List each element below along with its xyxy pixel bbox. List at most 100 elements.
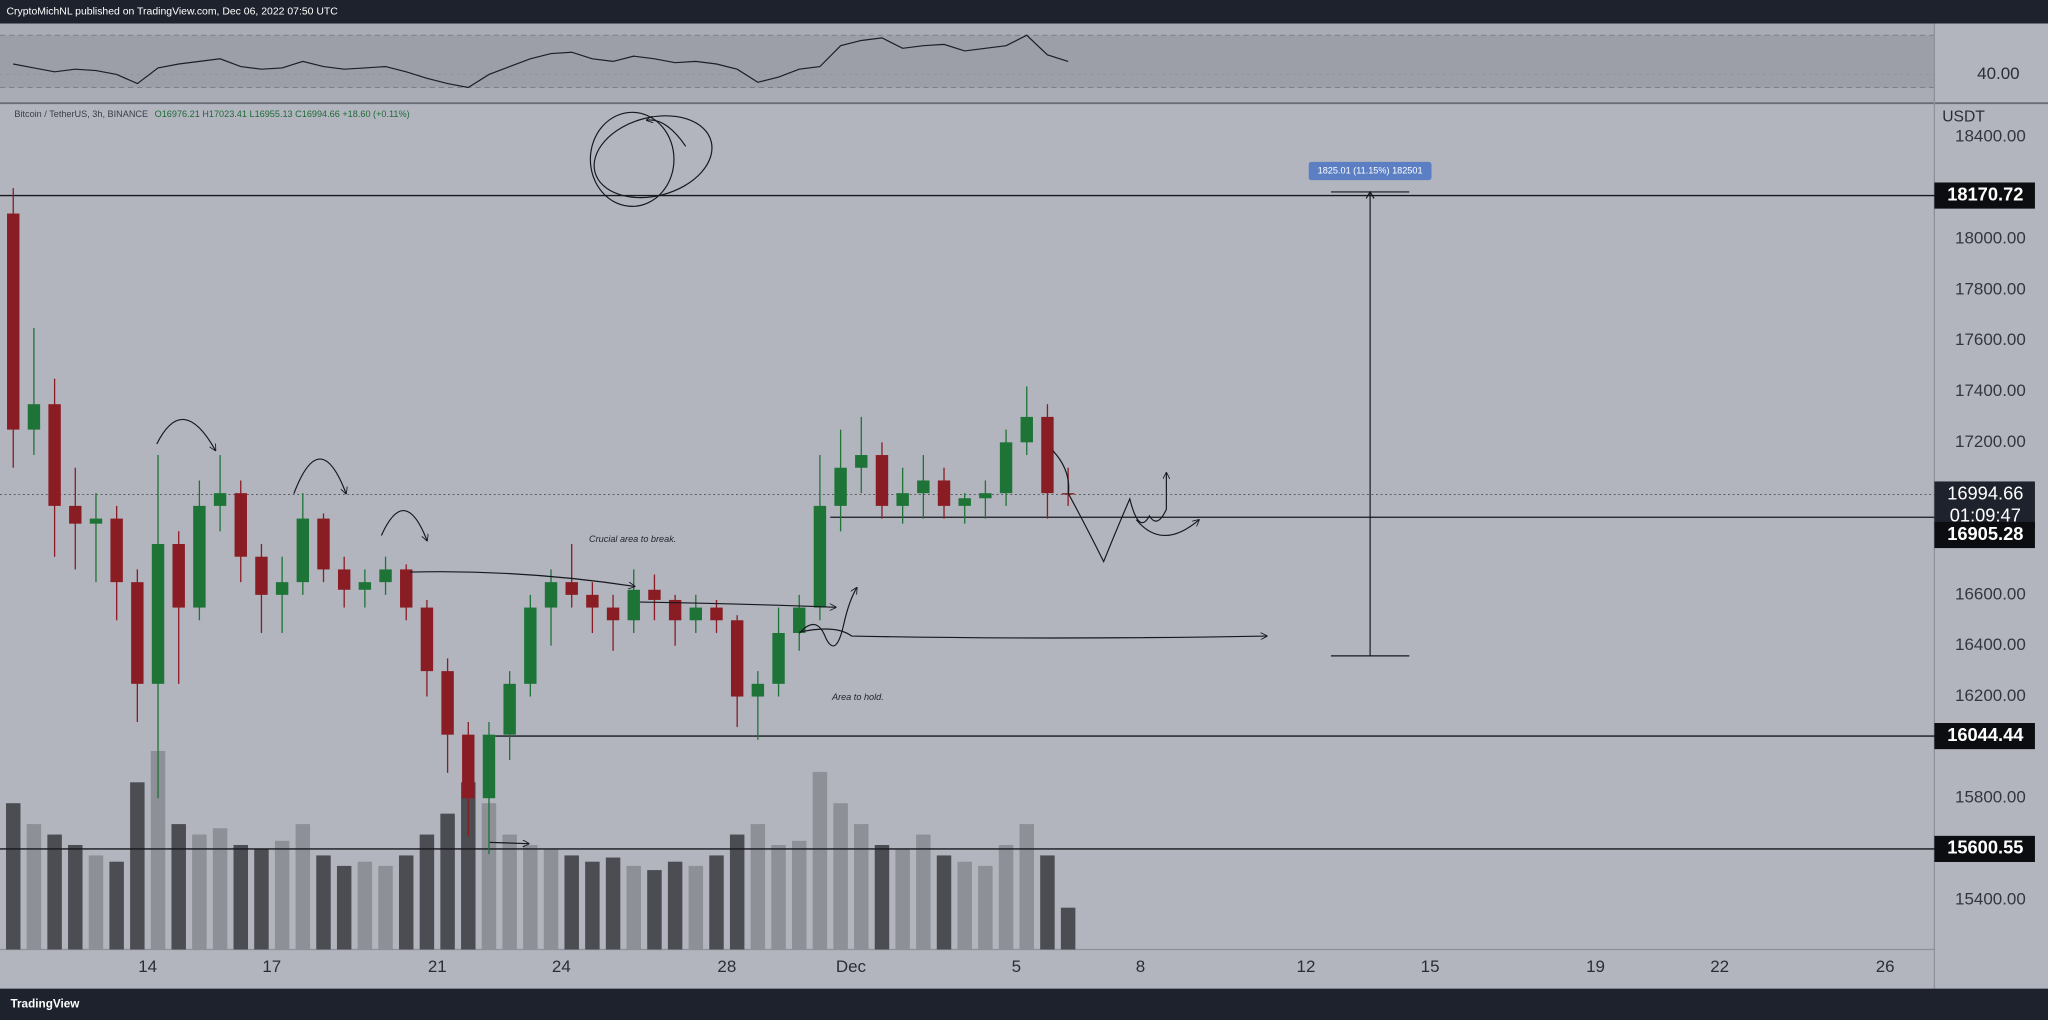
candle-body bbox=[441, 671, 454, 735]
x-tick-label: 28 bbox=[717, 957, 736, 976]
volume-bar bbox=[729, 834, 745, 950]
candle-body bbox=[999, 442, 1013, 494]
volume-bar bbox=[626, 865, 641, 950]
volume-bar bbox=[171, 824, 186, 950]
level-box bbox=[1934, 835, 2035, 862]
level-label: 16905.28 bbox=[1947, 523, 2023, 544]
candle-body bbox=[627, 589, 640, 621]
y-tick-label: 17400.00 bbox=[1955, 381, 2026, 400]
ohlc: O16976.21 H17023.41 L16955.13 C16994.66 … bbox=[155, 109, 410, 119]
publisher: CryptoMichNL published on TradingView.co… bbox=[7, 7, 339, 18]
candle-body bbox=[1020, 416, 1033, 443]
y-unit: USDT bbox=[1942, 109, 1985, 126]
volume-bar bbox=[895, 849, 910, 950]
hand-arrow bbox=[799, 628, 1267, 638]
volume-bar bbox=[378, 865, 393, 950]
volume-bar bbox=[854, 824, 869, 950]
last-price-label: 16994.66 bbox=[1947, 482, 2023, 503]
level-box bbox=[1934, 723, 2035, 750]
hand-arrow bbox=[410, 571, 635, 587]
y-tick-label: 16200.00 bbox=[1955, 686, 2026, 705]
rsi-tick-label: 40.00 bbox=[1977, 64, 2019, 83]
annotation: Crucial area to break. bbox=[589, 534, 676, 544]
volume-bar bbox=[336, 865, 352, 950]
candle-body bbox=[255, 556, 268, 595]
x-tick-label: 5 bbox=[1012, 957, 1021, 976]
candle-body bbox=[730, 620, 744, 697]
x-tick-label: 12 bbox=[1297, 957, 1316, 976]
candle-body bbox=[710, 607, 723, 621]
candle-body bbox=[7, 213, 20, 430]
volume-bar bbox=[440, 813, 455, 950]
candle-body bbox=[358, 582, 372, 590]
level-label: 15600.55 bbox=[1947, 837, 2023, 858]
candle-body bbox=[89, 518, 103, 524]
hand-arrow bbox=[798, 588, 856, 647]
volume-bar bbox=[68, 844, 83, 950]
volume-bar bbox=[916, 834, 931, 950]
candle-body bbox=[400, 569, 413, 608]
candle-body bbox=[110, 518, 123, 583]
candle-body bbox=[586, 594, 599, 608]
volume-bar bbox=[1019, 824, 1034, 950]
candle-body bbox=[606, 607, 620, 621]
candle-body bbox=[482, 734, 496, 799]
hand-arrow bbox=[1052, 450, 1167, 564]
candle-body bbox=[172, 544, 185, 608]
hand-arrow bbox=[639, 601, 836, 607]
volume-bar bbox=[109, 861, 124, 950]
bottom-bar bbox=[0, 988, 2048, 1020]
hand-arrow bbox=[489, 842, 529, 843]
candle-body bbox=[979, 493, 992, 499]
candle-body bbox=[213, 493, 227, 506]
candle-body bbox=[193, 505, 206, 608]
volume-bar bbox=[585, 861, 600, 950]
x-tick-label: 14 bbox=[138, 957, 157, 976]
top-bar bbox=[0, 0, 2048, 24]
candles-layer bbox=[7, 188, 1075, 855]
y-tick-label: 18000.00 bbox=[1955, 228, 2026, 247]
volume-bar bbox=[564, 855, 579, 950]
last-price-box bbox=[1934, 481, 2035, 529]
volume-bar bbox=[88, 855, 104, 950]
x-tick-label: 19 bbox=[1586, 957, 1605, 976]
candle-body bbox=[668, 599, 682, 621]
levels-layer bbox=[0, 194, 1935, 850]
y-tick-label: 17200.00 bbox=[1955, 432, 2026, 451]
candle-body bbox=[1041, 416, 1054, 494]
volume-bar bbox=[316, 855, 331, 950]
volume-bar bbox=[26, 824, 42, 950]
volume-bar bbox=[812, 771, 828, 950]
countdown: 01:09:47 bbox=[1950, 505, 2021, 526]
volume-bar bbox=[150, 750, 166, 950]
volume-bar bbox=[481, 803, 497, 950]
volume-bar bbox=[1060, 907, 1076, 950]
candle-body bbox=[793, 607, 806, 633]
volume-bar bbox=[461, 782, 476, 950]
hand-drawings: Crucial area to break. Area to hold. bbox=[156, 111, 1267, 843]
volume-bar bbox=[957, 861, 972, 950]
volume-bar bbox=[936, 855, 952, 950]
x-tick-label: 22 bbox=[1710, 957, 1729, 976]
y-tick-label: 15400.00 bbox=[1955, 889, 2026, 908]
rsi-band bbox=[0, 35, 1935, 88]
candle-body bbox=[48, 404, 61, 506]
x-tick-label: 17 bbox=[262, 957, 281, 976]
volume-bar bbox=[233, 844, 249, 950]
candle-body bbox=[937, 480, 951, 506]
level-label: 16044.44 bbox=[1947, 724, 2024, 745]
x-tick-label: 26 bbox=[1876, 957, 1895, 976]
x-tick-label: 15 bbox=[1421, 957, 1440, 976]
candle-body bbox=[855, 455, 868, 468]
candle-body bbox=[917, 480, 930, 494]
level-box bbox=[1934, 182, 2035, 209]
volume-bar bbox=[274, 840, 290, 950]
x-tick-label: Dec bbox=[836, 957, 867, 976]
volume-bar bbox=[523, 844, 538, 950]
candle-body bbox=[503, 683, 516, 735]
x-tick-label: 8 bbox=[1136, 957, 1145, 976]
volume-bar bbox=[47, 834, 62, 950]
y-tick-label: 17800.00 bbox=[1955, 279, 2026, 298]
candle-body bbox=[131, 582, 144, 684]
